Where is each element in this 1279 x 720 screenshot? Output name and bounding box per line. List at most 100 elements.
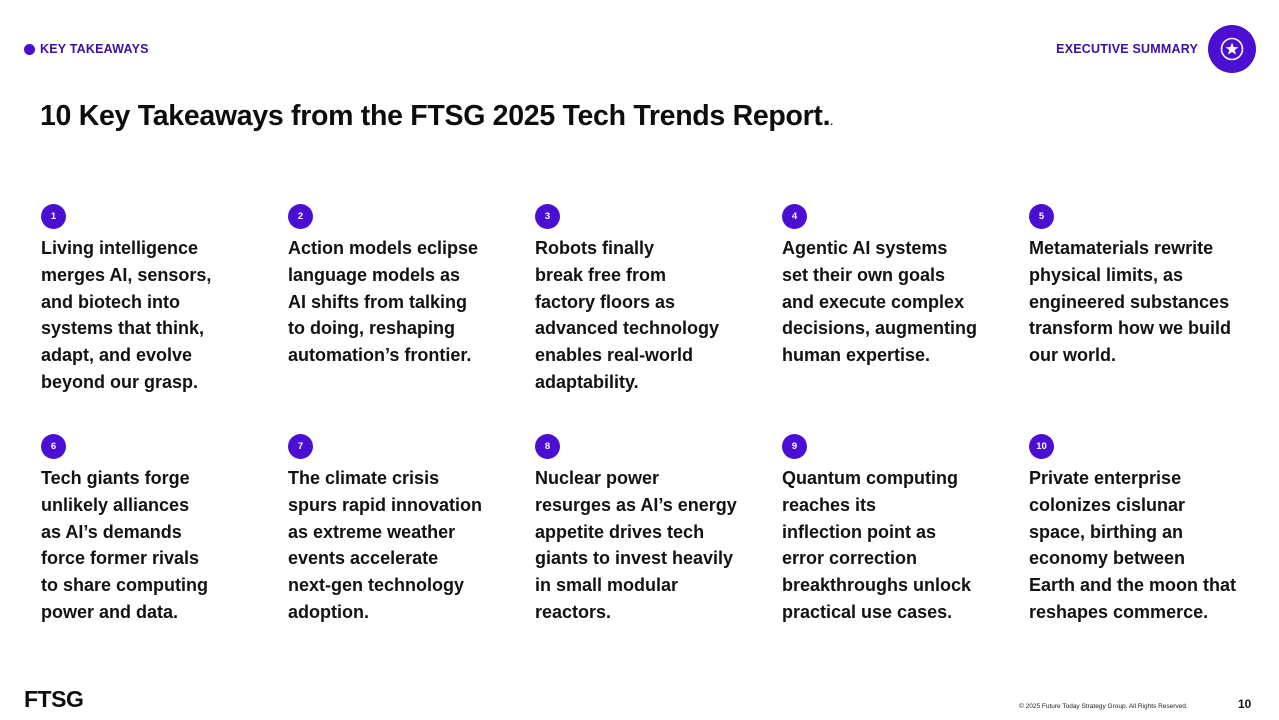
takeaway-text: Living intelligence merges AI, sensors, an… <box>41 235 261 396</box>
takeaway-line: resurges as AI’s energy <box>535 494 737 515</box>
takeaway-card: 2 Action models eclipse language models as… <box>288 204 535 434</box>
section-header: KEY TAKEAWAYS <box>24 42 149 56</box>
takeaway-number-badge: 3 <box>535 204 560 229</box>
takeaway-number-badge: 6 <box>41 434 66 459</box>
takeaway-number-badge: 4 <box>782 204 807 229</box>
takeaway-line: space, birthing an <box>1029 521 1184 542</box>
star-icon <box>1208 25 1256 73</box>
takeaway-card: 8 Nuclear power resurges as AI’s energy app… <box>535 434 782 634</box>
takeaway-line: to share computing <box>41 575 209 596</box>
takeaway-line: inflection point as <box>782 521 937 542</box>
takeaway-text: Metamaterials rewrite physical limits, as… <box>1029 235 1249 369</box>
takeaway-card: 3 Robots finally break free from factory fl… <box>535 204 782 434</box>
takeaway-line: break free from <box>535 264 667 285</box>
takeaway-line: in small modular <box>535 575 679 596</box>
takeaway-line: as extreme weather <box>288 521 456 542</box>
takeaway-line: Private enterprise <box>1029 468 1182 488</box>
takeaway-line: systems that think, <box>41 318 205 339</box>
takeaway-line: reshapes commerce. <box>1029 601 1209 622</box>
takeaway-line: Action models eclipse <box>288 238 479 258</box>
takeaway-line: power and data. <box>41 601 179 622</box>
takeaway-line: AI shifts from talking <box>288 291 468 312</box>
takeaway-text: Robots finally break free from factory flo… <box>535 235 755 396</box>
takeaway-text: Action models eclipse language models as A… <box>288 235 508 369</box>
section-label: KEY TAKEAWAYS <box>40 42 149 56</box>
page-title: 10 Key Takeaways from the FTSG 2025 Tech… <box>40 100 833 133</box>
takeaway-line: appetite drives tech <box>535 521 705 542</box>
takeaway-line: language models as <box>288 264 461 285</box>
takeaway-line: reaches its <box>782 494 877 515</box>
takeaway-line: events accelerate <box>288 548 439 569</box>
takeaway-number-badge: 5 <box>1029 204 1054 229</box>
takeaway-line: Tech giants forge <box>41 468 190 488</box>
page-title-text: 10 Key Takeaways from the FTSG 2025 Tech… <box>40 100 831 132</box>
takeaway-line: spurs rapid innovation <box>288 494 483 515</box>
bullet-dot-icon <box>24 43 35 55</box>
takeaway-line: engineered substances <box>1029 291 1230 312</box>
takeaway-text: Quantum computing reaches its inflection p… <box>782 465 1002 626</box>
takeaway-text: Nuclear power resurges as AI’s energy appe… <box>535 465 755 626</box>
takeaway-line: Metamaterials rewrite <box>1029 238 1214 258</box>
takeaway-number-badge: 9 <box>782 434 807 459</box>
takeaway-line: and biotech into <box>41 291 180 312</box>
takeaway-card: 9 Quantum computing reaches its inflection … <box>782 434 1029 634</box>
copyright-text: © 2025 Future Today Strategy Group. All … <box>1019 703 1188 710</box>
takeaway-line: Agentic AI systems <box>782 238 948 258</box>
takeaway-line: physical limits, as <box>1029 264 1184 285</box>
takeaway-line: decisions, augmenting <box>782 318 978 339</box>
takeaway-text: Agentic AI systems set their own goals and… <box>782 235 1002 369</box>
takeaway-card: 6 Tech giants forge unlikely alliances as A… <box>41 434 288 634</box>
title-trailing-dot: . <box>830 117 833 128</box>
takeaway-card: 5 Metamaterials rewrite physical limits, a… <box>1029 204 1276 434</box>
takeaway-line: breakthroughs unlock <box>782 575 972 596</box>
takeaway-line: economy between <box>1029 548 1186 569</box>
takeaway-line: Earth and the moon that <box>1029 575 1236 596</box>
page-number: 10 <box>1238 697 1252 711</box>
takeaway-card: 10 Private enterprise colonizes cislunar sp… <box>1029 434 1276 634</box>
takeaway-card: 4 Agentic AI systems set their own goals an… <box>782 204 1029 434</box>
takeaway-line: merges AI, sensors, <box>41 264 212 285</box>
takeaway-line: and execute complex <box>782 291 965 312</box>
takeaway-line: adoption. <box>288 601 369 622</box>
takeaway-line: set their own goals <box>782 264 946 285</box>
takeaway-number-badge: 1 <box>41 204 66 229</box>
takeaway-line: The climate crisis <box>288 468 440 488</box>
takeaway-line: giants to invest heavily <box>535 548 734 569</box>
takeaway-line: human expertise. <box>782 345 931 366</box>
takeaway-line: Living intelligence <box>41 238 199 258</box>
takeaway-line: next-gen technology <box>288 575 465 596</box>
takeaway-line: adaptability. <box>535 371 639 392</box>
takeaway-line: force former rivals <box>41 548 200 569</box>
takeaway-line: automation’s frontier. <box>288 345 472 366</box>
takeaway-text: The climate crisis spurs rapid innovation… <box>288 465 508 626</box>
takeaway-line: reactors. <box>535 601 612 622</box>
takeaway-line: as AI’s demands <box>41 521 182 542</box>
takeaway-line: error correction <box>782 548 918 569</box>
takeaway-line: beyond our grasp. <box>41 371 199 392</box>
takeaway-line: Robots finally <box>535 238 655 258</box>
takeaway-line: Quantum computing <box>782 468 958 488</box>
executive-summary-header: EXECUTIVE SUMMARY <box>1056 25 1256 73</box>
takeaway-number-badge: 7 <box>288 434 313 459</box>
takeaway-text: Tech giants forge unlikely alliances as AI… <box>41 465 261 626</box>
takeaway-number-badge: 10 <box>1029 434 1054 459</box>
takeaway-card: 1 Living intelligence merges AI, sensors, a… <box>41 204 288 434</box>
takeaway-number-badge: 2 <box>288 204 313 229</box>
takeaway-line: factory floors as <box>535 291 676 312</box>
takeaway-number-badge: 8 <box>535 434 560 459</box>
takeaway-line: unlikely alliances <box>41 494 190 515</box>
takeaway-line: practical use cases. <box>782 601 953 622</box>
takeaway-line: enables real-world <box>535 345 694 366</box>
takeaway-line: transform how we build <box>1029 318 1232 339</box>
takeaway-line: our world. <box>1029 345 1116 366</box>
takeaway-card: 7 The climate crisis spurs rapid innovatio… <box>288 434 535 634</box>
takeaway-line: Nuclear power <box>535 468 660 488</box>
takeaway-line: adapt, and evolve <box>41 345 193 366</box>
takeaway-line: colonizes cislunar <box>1029 494 1186 515</box>
ftsg-logo: FTSG <box>24 686 84 712</box>
takeaway-text: Private enterprise colonizes cislunar spac… <box>1029 465 1249 626</box>
takeaway-line: to doing, reshaping <box>288 318 455 339</box>
executive-summary-label: EXECUTIVE SUMMARY <box>1056 42 1198 56</box>
takeaways-grid: 1 Living intelligence merges AI, sensors, a… <box>41 204 1276 634</box>
takeaway-line: advanced technology <box>535 318 720 339</box>
